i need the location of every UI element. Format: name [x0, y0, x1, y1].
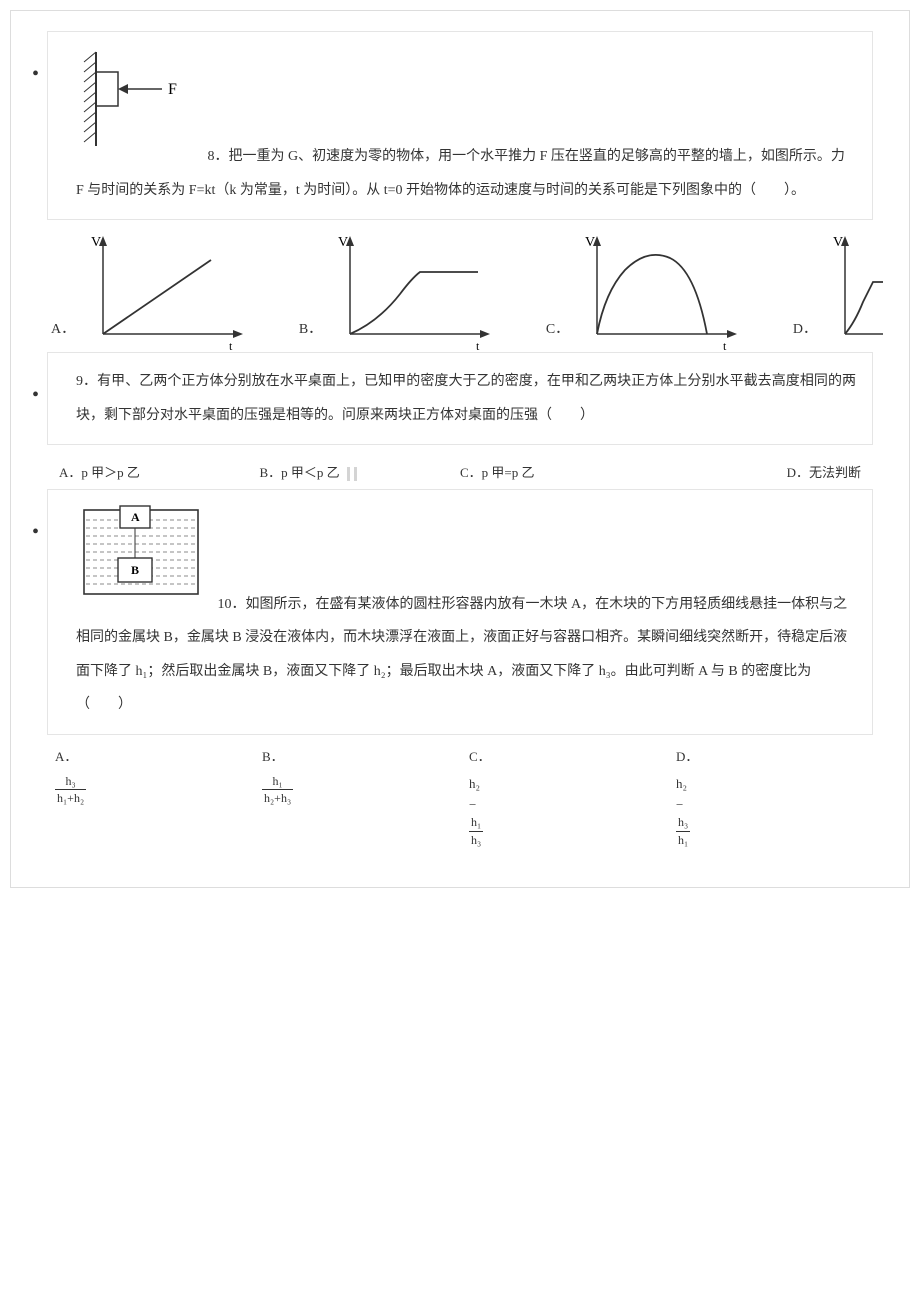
svg-text:t: t — [723, 339, 727, 352]
svg-text:t: t — [476, 339, 480, 352]
bullet-icon: • — [32, 508, 39, 556]
q8-choice-a[interactable]: A． V t — [51, 232, 251, 352]
fraction: h₁ h₃ — [469, 815, 483, 847]
question-10: • — [47, 489, 873, 735]
page: • — [10, 10, 910, 888]
choice-label-b: B． — [299, 313, 322, 347]
question-9: • 9．有甲、乙两个正方体分别放在水平桌面上，已知甲的密度大于乙的密度，在甲和乙… — [47, 352, 873, 445]
q8-body: F 8．把一重为 G、初速度为零的物体，用一个水平推力 F 压在竖直的足够高的平… — [64, 44, 856, 207]
svg-text:V: V — [585, 235, 595, 250]
q10-choice-b[interactable]: B． h₁ h₂+h₃ — [262, 747, 451, 806]
graph-a: V t — [81, 232, 251, 352]
bullet-icon: • — [32, 371, 39, 419]
choice-label: D． — [676, 747, 698, 768]
fraction: h₃ h₁ — [676, 815, 690, 847]
q9-prose: ．有甲、乙两个正方体分别放在水平桌面上，已知甲的密度大于乙的密度，在甲和乙两块正… — [76, 374, 856, 423]
q10-choice-c[interactable]: C． h₂ − h₁ h₃ — [469, 747, 658, 847]
svg-text:B: B — [131, 563, 139, 577]
choice-label: B． — [262, 747, 284, 768]
choice-label: A． — [55, 747, 77, 768]
force-label: F — [168, 81, 177, 98]
q9-choice-d[interactable]: D．无法判断 — [661, 457, 862, 488]
q9-choices: A．p 甲＞p 乙 B．p 甲＜p 乙 C．p 甲=p 乙 D．无法判断 — [47, 457, 873, 488]
q8-choices: A． V t B． — [47, 232, 873, 352]
pause-icon — [347, 467, 357, 481]
question-8: • — [47, 31, 873, 220]
graph-b: V t — [328, 232, 498, 352]
fraction: h₃ h₁+h₂ — [55, 774, 86, 806]
graph-d: V — [823, 232, 883, 352]
svg-text:V: V — [833, 235, 843, 250]
q9-body: 9．有甲、乙两个正方体分别放在水平桌面上，已知甲的密度大于乙的密度，在甲和乙两块… — [64, 365, 856, 432]
graph-c: V t — [575, 232, 745, 352]
bullet-icon: • — [32, 50, 39, 98]
svg-text:V: V — [91, 235, 101, 250]
fraction: h₁ h₂+h₃ — [262, 774, 293, 806]
svg-text:V: V — [338, 235, 348, 250]
q8-choice-c[interactable]: C． V t — [546, 232, 745, 352]
q9-choice-c[interactable]: C．p 甲=p 乙 — [460, 457, 661, 488]
q9-choice-a[interactable]: A．p 甲＞p 乙 — [59, 457, 260, 488]
choice-label-c: C． — [546, 313, 569, 347]
q8-number: 8 — [208, 149, 215, 164]
q8-figure-wall: F — [76, 44, 196, 168]
q8-choice-d[interactable]: D． V — [793, 232, 883, 352]
svg-text:t: t — [229, 339, 233, 352]
svg-text:A: A — [131, 510, 140, 524]
q10-choices: A． h₃ h₁+h₂ B． h₁ h₂+h₃ C． h₂ − h₁ h₃ — [47, 747, 873, 847]
q10-body: A B 10．如图所示，在盛有某液体的圆柱形容器内放有一木块 A，在木块的下方用… — [64, 502, 856, 722]
q8-choice-b[interactable]: B． V t — [299, 232, 498, 352]
choice-label-a: A． — [51, 313, 75, 347]
q9-choice-b[interactable]: B．p 甲＜p 乙 — [260, 457, 461, 488]
q10-number: 10 — [218, 597, 232, 612]
q10-choice-a[interactable]: A． h₃ h₁+h₂ — [55, 747, 244, 806]
choice-label-d: D． — [793, 313, 817, 347]
q10-figure-container: A B — [76, 502, 206, 616]
q9-number: 9 — [76, 374, 83, 389]
choice-label: C． — [469, 747, 491, 768]
q10-choice-d[interactable]: D． h₂ − h₃ h₁ — [676, 747, 865, 847]
